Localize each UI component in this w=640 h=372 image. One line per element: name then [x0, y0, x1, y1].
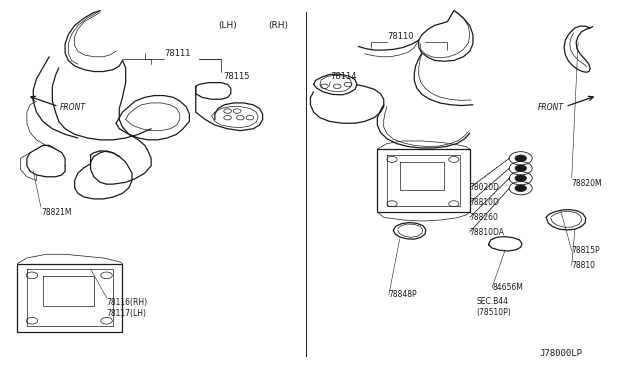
Text: 78815P: 78815P: [572, 246, 600, 255]
Text: 78848P: 78848P: [389, 291, 417, 299]
Text: 84656M: 84656M: [492, 283, 523, 292]
Circle shape: [515, 185, 527, 192]
Circle shape: [515, 165, 527, 171]
Circle shape: [515, 155, 527, 161]
Text: 78110: 78110: [387, 32, 413, 41]
Text: 78114: 78114: [330, 72, 356, 81]
Text: FRONT: FRONT: [60, 103, 86, 112]
Text: 78810: 78810: [572, 261, 596, 270]
Text: 788260: 788260: [470, 213, 499, 222]
Text: (78510P): (78510P): [476, 308, 511, 317]
Text: 78115: 78115: [223, 71, 250, 81]
Text: 78117(LH): 78117(LH): [106, 309, 147, 318]
Text: 78111: 78111: [164, 48, 190, 58]
Text: 78810D: 78810D: [470, 198, 500, 207]
Circle shape: [515, 175, 527, 182]
Text: (LH): (LH): [218, 21, 237, 30]
Text: 78020D: 78020D: [470, 183, 500, 192]
Text: (RH): (RH): [269, 21, 289, 30]
Text: 78820M: 78820M: [572, 179, 602, 187]
Text: 78821M: 78821M: [41, 208, 72, 217]
Text: 78116(RH): 78116(RH): [106, 298, 148, 307]
Text: 78810DA: 78810DA: [470, 228, 505, 237]
Text: J78000LP: J78000LP: [540, 350, 583, 359]
Text: SEC.B44: SEC.B44: [476, 297, 508, 306]
Text: FRONT: FRONT: [538, 103, 563, 112]
